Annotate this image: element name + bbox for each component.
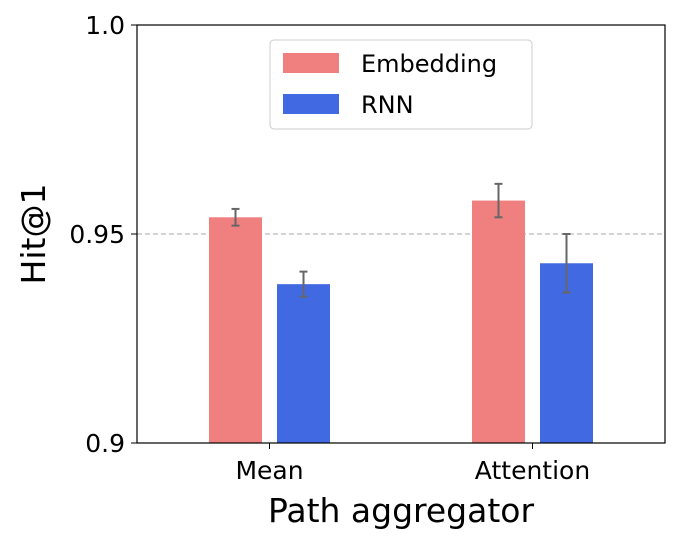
- legend-swatch-embedding: [283, 53, 339, 73]
- bar-embedding-attention: [472, 200, 525, 443]
- bar-rnn-mean: [277, 284, 330, 443]
- legend-label-rnn: RNN: [361, 91, 414, 119]
- legend: Embedding RNN: [269, 39, 533, 130]
- x-axis-label: Path aggregator: [268, 491, 535, 530]
- x-tick-label: Attention: [475, 456, 590, 485]
- legend-swatch-rnn: [283, 94, 339, 114]
- x-tick-label: Mean: [235, 456, 303, 485]
- legend-label-embedding: Embedding: [361, 50, 497, 78]
- y-tick-label: 0.95: [69, 220, 125, 249]
- y-tick-label: 0.9: [85, 429, 125, 458]
- y-tick-label: 1.0: [85, 11, 125, 40]
- y-axis-label: Hit@1: [14, 184, 53, 285]
- bar-embedding-mean: [209, 217, 262, 443]
